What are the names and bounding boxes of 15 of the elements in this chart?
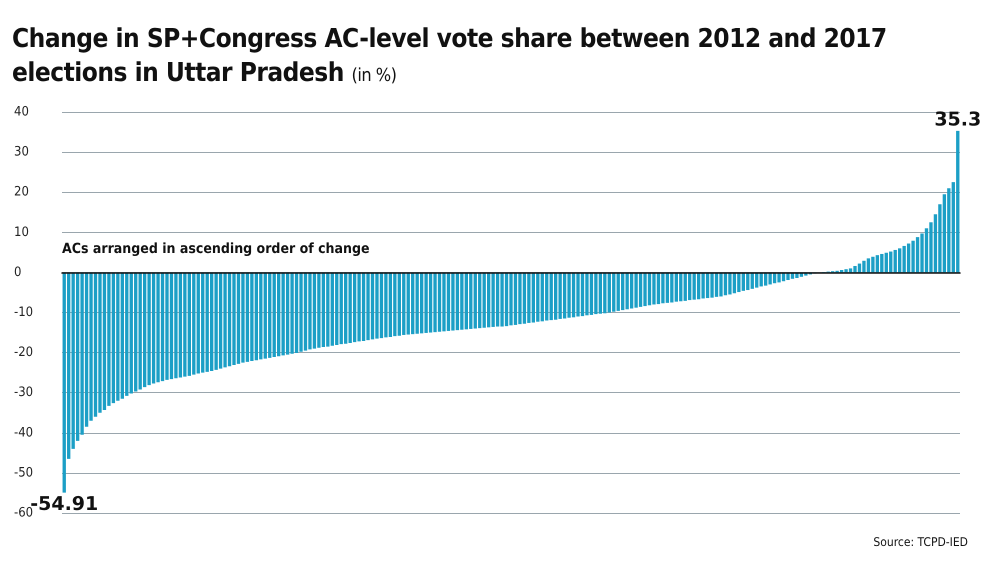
chart-subtitle: (in %): [352, 65, 396, 86]
y-tick-label: 40: [14, 104, 29, 120]
y-tick-label: -40: [14, 425, 34, 440]
annotation: ACs arranged in ascending order of change: [62, 241, 370, 257]
data-label: 35.3: [934, 108, 982, 130]
y-tick-label: -50: [14, 465, 34, 480]
y-tick-label: 30: [14, 144, 29, 160]
y-tick-label: -20: [14, 345, 34, 360]
y-tick-label: 10: [14, 224, 29, 240]
source-note: Source: TCPD-IED: [873, 535, 968, 549]
y-tick-label: -10: [14, 305, 34, 320]
y-tick-label: -30: [14, 385, 34, 400]
y-tick-label: 20: [14, 184, 29, 200]
y-tick-label: 0: [14, 264, 22, 280]
y-tick-label: -60: [14, 506, 34, 520]
